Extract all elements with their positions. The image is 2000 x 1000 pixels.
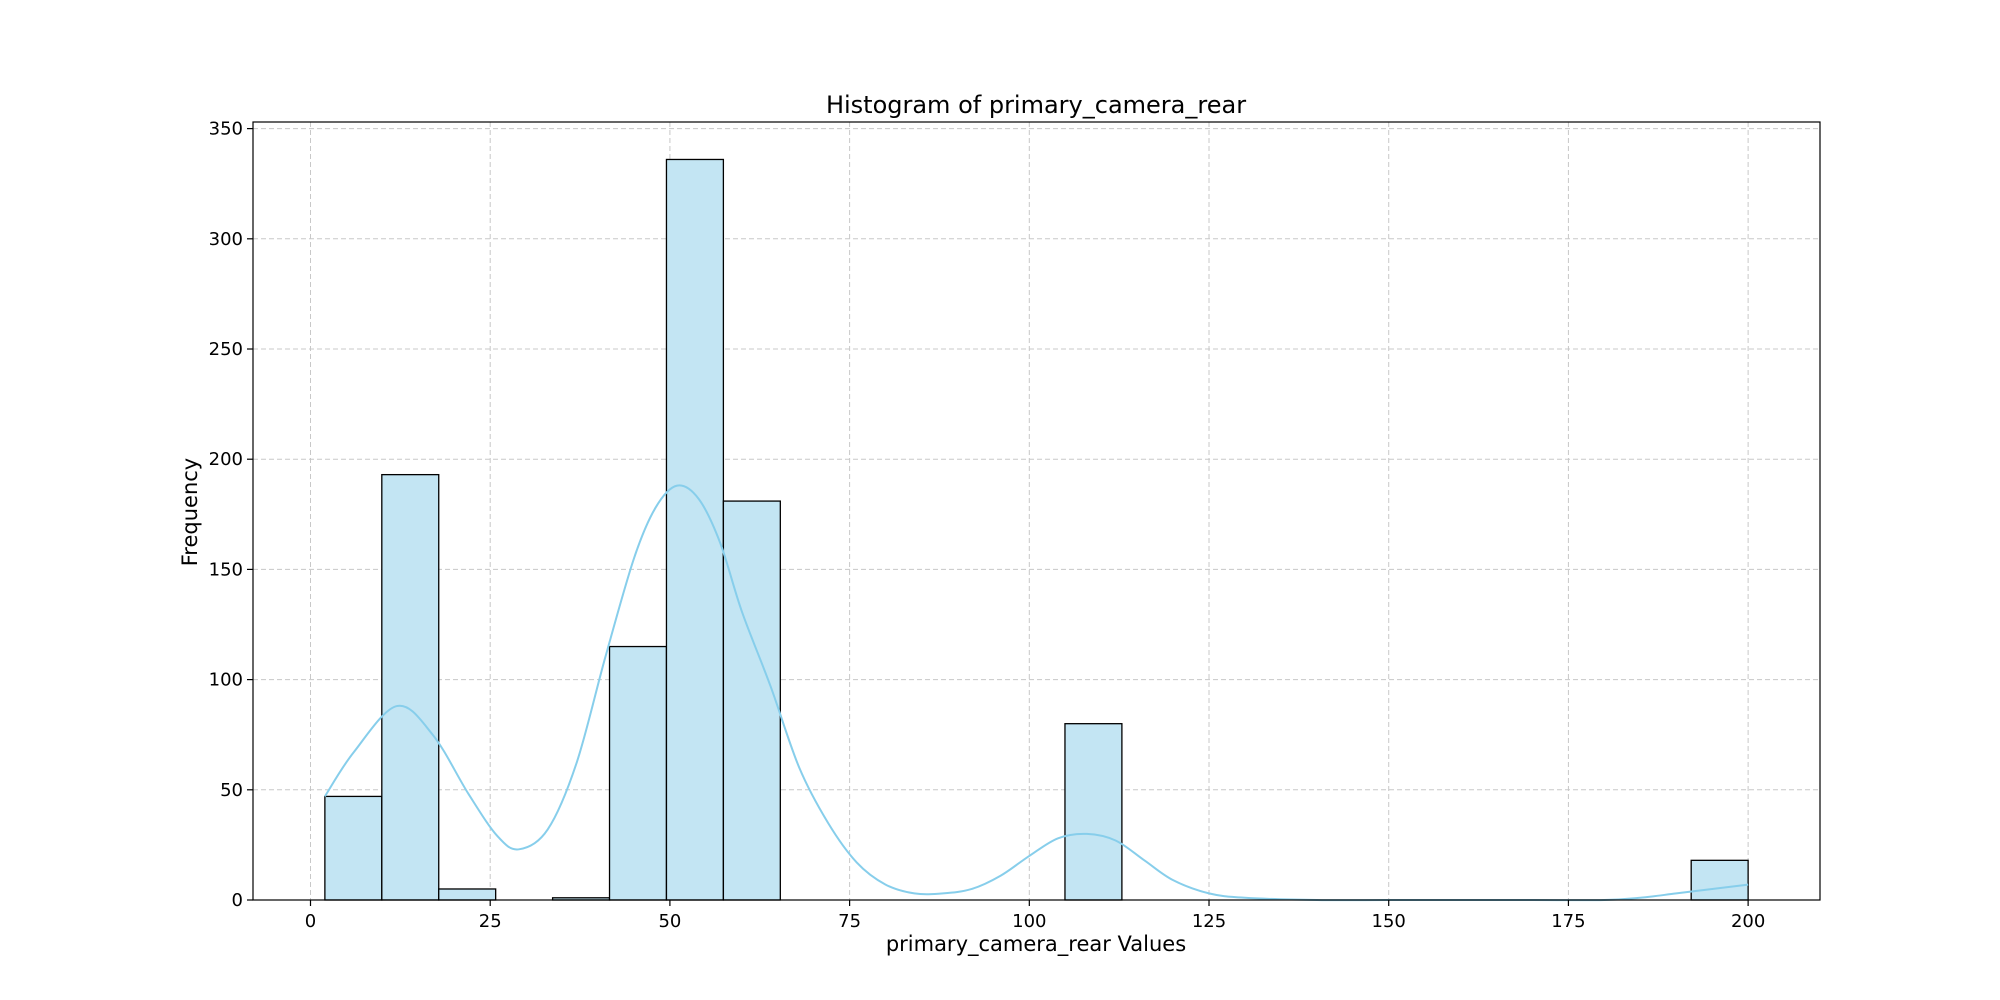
x-tick-label-7: 175 — [1551, 911, 1585, 932]
histogram-bar-7 — [722, 500, 781, 901]
y-tick-label-7: 350 — [209, 119, 243, 140]
histogram-bar-13 — [1064, 723, 1123, 901]
histogram-bars — [324, 158, 1749, 901]
histogram-bar-24 — [1690, 859, 1749, 901]
chart-title: Histogram of primary_camera_rear — [826, 91, 1246, 119]
x-tick-label-5: 125 — [1192, 911, 1226, 932]
y-tick-label-1: 50 — [220, 780, 243, 801]
histogram-bar-0 — [324, 795, 383, 901]
histogram-bar-2 — [438, 888, 497, 901]
grid-lines — [253, 122, 1820, 901]
plot-frame — [252, 121, 1821, 901]
x-tick-label-2: 50 — [658, 911, 681, 932]
histogram-bar-1 — [381, 473, 440, 901]
histogram-bar-5 — [608, 645, 668, 901]
y-tick-label-2: 100 — [209, 670, 243, 691]
x-tick-label-8: 200 — [1731, 911, 1765, 932]
y-tick-label-0: 0 — [232, 890, 243, 911]
x-tick-label-6: 150 — [1372, 911, 1406, 932]
y-axis-label: Frequency — [178, 458, 202, 567]
y-tick-label-3: 150 — [209, 559, 243, 580]
x-axis-label: primary_camera_rear Values — [886, 932, 1186, 957]
x-tick-label-4: 100 — [1012, 911, 1046, 932]
kde-curve — [324, 484, 1749, 902]
y-tick-label-6: 300 — [209, 229, 243, 250]
x-tick-label-3: 75 — [838, 911, 861, 932]
x-tick-label-0: 0 — [305, 911, 316, 932]
y-tick-label-4: 200 — [209, 449, 243, 470]
y-tick-label-5: 250 — [209, 339, 243, 360]
kde-curve-group — [324, 484, 1749, 902]
x-axis-ticks: 0 25 50 75 100 125 150 175 200 — [305, 900, 1765, 932]
y-axis-ticks: 0 50 100 150 200 250 300 350 — [209, 119, 253, 911]
x-tick-label-1: 25 — [479, 911, 502, 932]
